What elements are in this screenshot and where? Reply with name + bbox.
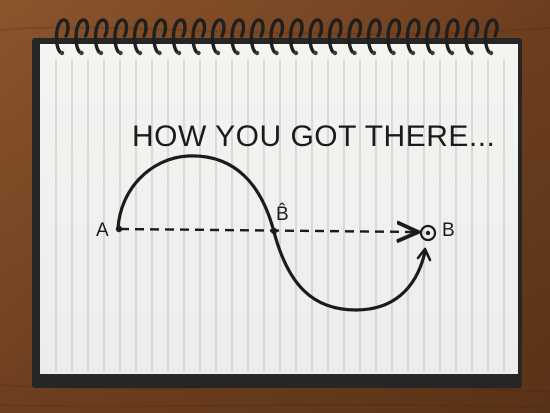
label-a: A (96, 220, 109, 241)
spiral-coil (113, 18, 129, 54)
spiral-coil (74, 18, 90, 54)
page-rule-lines (55, 60, 505, 372)
spiral-coil (308, 18, 324, 54)
target-b-center (425, 230, 431, 236)
binding-hole (196, 50, 201, 56)
binding-hole (449, 50, 455, 56)
binding-hole (137, 50, 143, 56)
binding-hole (157, 50, 162, 56)
spiral-coil (444, 18, 460, 54)
sketch-title: HOW YOU GOT THERE... (132, 120, 495, 153)
binding-hole (79, 50, 84, 56)
binding-hole (254, 50, 260, 56)
spiral-coil (405, 18, 421, 54)
binding-hole (313, 50, 318, 56)
binding-hole (98, 50, 104, 56)
spiral-coil (483, 18, 499, 54)
point-a-dot (115, 225, 123, 233)
spiral-coil (327, 18, 343, 54)
spiral-coil (425, 18, 441, 54)
binding-hole (371, 50, 377, 56)
curve-arrowhead (416, 247, 432, 262)
spiral-coil (230, 18, 246, 54)
spiral-coil (191, 18, 207, 54)
binding-hole (469, 50, 474, 56)
binding-hole (274, 50, 279, 56)
spiral-coil (347, 18, 363, 54)
target-b-circle (419, 224, 437, 242)
spiral-coil (171, 18, 187, 54)
label-b: B (442, 220, 455, 241)
binding-hole (176, 50, 182, 56)
point-b-hat-dot (270, 227, 278, 235)
binding-hole (59, 50, 65, 56)
binding-hole (488, 50, 494, 56)
binding-hole (293, 50, 299, 56)
binding-hole (215, 50, 221, 56)
binding-hole (332, 50, 338, 56)
label-b-hat: B̂ (276, 203, 289, 225)
binding-hole (410, 50, 416, 56)
binding-hole (352, 50, 357, 56)
spiral-coil (464, 18, 480, 54)
spiral-coil (54, 18, 70, 54)
binding-hole (391, 50, 396, 56)
spiral-coil (386, 18, 402, 54)
spiral-coil (288, 18, 304, 54)
spiral-coil (210, 18, 226, 54)
spiral-coil (152, 18, 168, 54)
spiral-coil (93, 18, 109, 54)
binding-hole (118, 50, 123, 56)
spiral-coil (249, 18, 265, 54)
direct-path-dashed (119, 229, 416, 232)
spiral-binding (54, 18, 499, 56)
binding-hole (430, 50, 435, 56)
spiral-coil (269, 18, 285, 54)
spiral-coil (132, 18, 148, 54)
binding-hole (235, 50, 240, 56)
spiral-coil (366, 18, 382, 54)
